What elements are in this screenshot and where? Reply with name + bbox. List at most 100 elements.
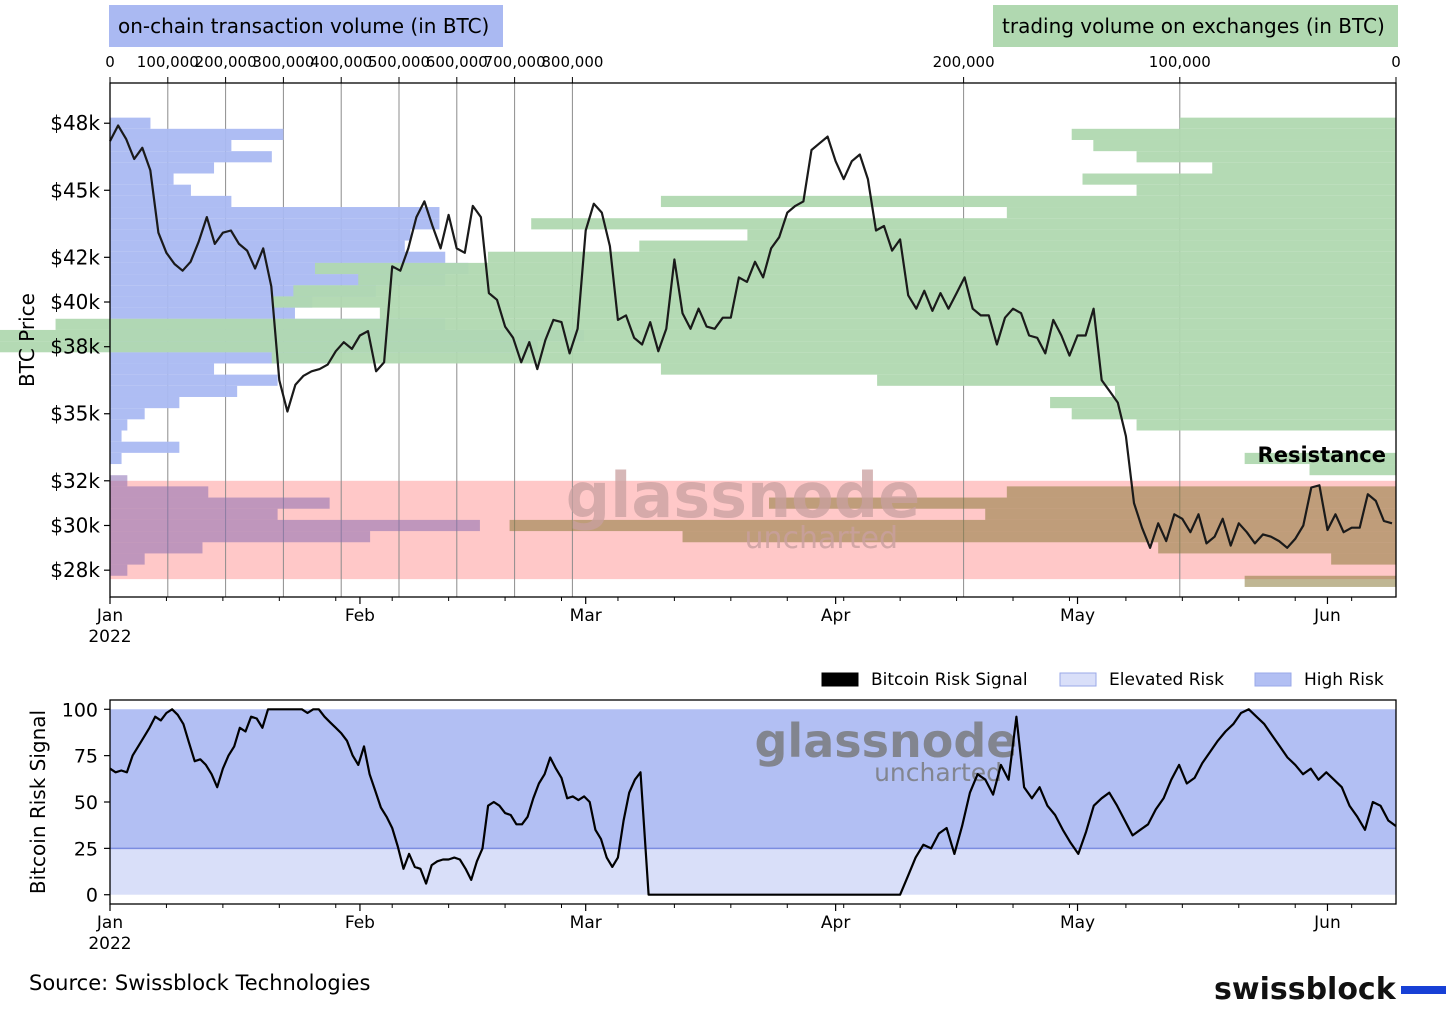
exchange-axis-label-box (993, 5, 1398, 47)
price-x-tick-label: Jun (1313, 606, 1341, 626)
onchain-volume-bar (110, 497, 330, 509)
price-x-tick-label: Apr (821, 606, 850, 626)
onchain-volume-bar (110, 218, 440, 230)
legend-label: High Risk (1304, 670, 1384, 690)
price-panel: glassnode uncharted Resistance $28k$30k$… (0, 5, 1401, 647)
price-y-tick-label: $40k (50, 290, 100, 314)
exchange-volume-bar (271, 352, 1396, 364)
onchain-axis-label-box (109, 5, 503, 47)
onchain-volume-bar (110, 374, 278, 386)
exchange-volume-profile (0, 117, 1397, 587)
onchain-volume-bar (110, 117, 151, 129)
onchain-volume-bar (110, 553, 145, 565)
legend-swatch (1254, 672, 1292, 687)
logo-accent-mark (1401, 986, 1446, 994)
exchange-volume-bar (1071, 408, 1396, 420)
onchain-volume-bar (110, 352, 330, 364)
onchain-volume-bar (110, 396, 180, 409)
price-y-tick-label: $42k (50, 245, 100, 269)
risk-x-tick-label: Jan (96, 913, 123, 933)
watermark-tagline: uncharted (744, 521, 898, 556)
onchain-volume-bar (110, 274, 446, 286)
onchain-volume-bar (110, 162, 215, 174)
price-y-tick-label: $30k (50, 513, 100, 537)
exchange-volume-bar (379, 307, 1396, 319)
exchange-volume-bar (271, 296, 1396, 308)
price-line (109, 124, 1393, 549)
risk-x-tick-label: Jun (1313, 913, 1341, 933)
risk-x-tick-label: Mar (570, 913, 602, 933)
onchain-volume-bar (110, 195, 232, 208)
exchange-volume-bar (0, 341, 1397, 353)
exchange-volume-bar (1136, 184, 1396, 196)
onchain-axis-tick-label: 800,000 (541, 53, 603, 71)
onchain-volume-bar (110, 184, 191, 196)
exchange-volume-bar (1309, 464, 1396, 476)
price-y-tick-label: $38k (50, 335, 100, 359)
exchange-axis-tick-label: 0 (1391, 53, 1401, 71)
risk-watermark: glassnode uncharted (755, 714, 1018, 787)
onchain-volume-bar (110, 475, 128, 487)
price-y-tick-label: $32k (50, 469, 100, 493)
onchain-top-axis: 0 100,000200,000300,000400,000500,000600,… (105, 53, 603, 83)
onchain-volume-bar (110, 262, 469, 275)
legend-swatch (821, 672, 859, 687)
risk-legend: Bitcoin Risk Signal Elevated Risk High Ris… (821, 670, 1384, 690)
onchain-volume-bar (110, 486, 209, 498)
onchain-volume-bar (110, 385, 238, 397)
exchange-volume-bar (55, 318, 1396, 330)
onchain-axis-tick-label: 600,000 (426, 53, 488, 71)
legend-label: Elevated Risk (1109, 670, 1224, 690)
exchange-volume-bar (877, 374, 1396, 386)
exchange-axis-label: trading volume on exchanges (in BTC) (1002, 14, 1385, 38)
exchange-volume-bar (1136, 151, 1396, 163)
exchange-volume-bar (1244, 452, 1396, 465)
onchain-axis-tick-label: 300,000 (252, 53, 314, 71)
onchain-volume-bar (110, 128, 284, 140)
exchange-volume-bar (682, 531, 1396, 543)
exchange-volume-bar (358, 274, 1396, 286)
price-y-axis-title: BTC Price (15, 293, 39, 387)
risk-x-tick-label: Feb (345, 913, 375, 933)
exchange-volume-bar (1071, 128, 1396, 140)
onchain-volume-bar (110, 251, 446, 263)
onchain-volume-bar (110, 173, 174, 185)
onchain-volume-bar (110, 207, 440, 219)
onchain-volume-bar (110, 542, 203, 554)
exchange-volume-bar (0, 329, 1397, 342)
risk-y-axis-title: Bitcoin Risk Signal (26, 710, 50, 894)
risk-y-tick-label: 75 (74, 746, 98, 768)
onchain-volume-profile (110, 117, 584, 576)
onchain-volume-bar (110, 419, 128, 431)
price-y-tick-label: $35k (50, 402, 100, 426)
exchange-volume-bar (769, 497, 1396, 509)
risk-x-tick-label: Apr (821, 913, 850, 933)
high-risk-band (110, 709, 1396, 849)
exchange-volume-bar (1136, 419, 1396, 431)
exchange-axis-tick-label: 200,000 (933, 53, 995, 71)
exchange-volume-bar (639, 240, 1396, 252)
onchain-volume-bar (110, 452, 122, 465)
price-y-tick-label: $45k (50, 178, 100, 202)
exchange-volume-bar (660, 363, 1396, 375)
onchain-axis-tick-label: 0 (105, 53, 115, 71)
price-watermark: glassnode uncharted (566, 459, 920, 556)
price-x-tick-label: Mar (570, 606, 602, 626)
onchain-volume-bar (110, 508, 278, 520)
legend-label: Bitcoin Risk Signal (871, 670, 1028, 690)
exchange-volume-bar (1331, 553, 1396, 565)
resistance-label: Resistance (1258, 443, 1386, 467)
exchange-volume-bar (1114, 385, 1396, 397)
exchange-volume-bar (747, 229, 1396, 241)
exchange-volume-bar (487, 251, 1397, 263)
onchain-axis-tick-label: 700,000 (484, 53, 546, 71)
exchange-volume-bar (1093, 139, 1396, 152)
onchain-volume-bar (110, 441, 180, 453)
price-y-axis: $28k $30k $32k $35k $38k $40k $42k $45k $48k (50, 111, 110, 582)
exchange-volume-bar (1158, 542, 1396, 554)
price-plot-frame (109, 82, 1397, 598)
risk-x-tick-sublabel: 2022 (88, 934, 131, 954)
onchain-volume-bar (110, 296, 313, 308)
exchange-volume-bar (1179, 117, 1396, 129)
